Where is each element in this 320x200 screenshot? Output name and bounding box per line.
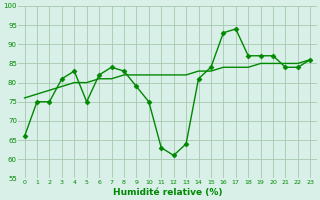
X-axis label: Humidité relative (%): Humidité relative (%) — [113, 188, 222, 197]
